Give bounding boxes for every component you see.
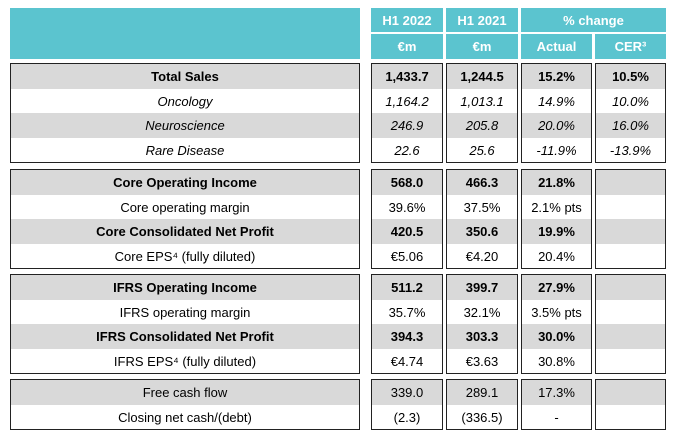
row-value-v2021: 1,244.5 [447, 64, 517, 89]
row-value-cer [596, 244, 665, 268]
section-3-column-cer [595, 274, 666, 374]
section-4-column-cer [595, 379, 666, 430]
row-label: Total Sales [11, 64, 359, 89]
row-value-v2022: 1,433.7 [372, 64, 442, 89]
row-value-actual: 17.3% [522, 380, 591, 405]
row-value-actual: - [522, 405, 591, 429]
row-value-v2021: 32.1% [447, 300, 517, 324]
row-value-v2021: 1,013.1 [447, 89, 517, 113]
row-value-cer [596, 380, 665, 405]
row-value-v2022: 394.3 [372, 324, 442, 349]
row-label: IFRS EPS⁴ (fully diluted) [11, 349, 359, 373]
row-value-cer [596, 300, 665, 324]
row-value-actual: 30.0% [522, 324, 591, 349]
row-label: Core Consolidated Net Profit [11, 219, 359, 244]
row-value-v2021: 466.3 [447, 170, 517, 195]
row-value-v2021: €3.63 [447, 349, 517, 373]
row-value-actual: 14.9% [522, 89, 591, 113]
row-value-cer [596, 170, 665, 195]
row-value-actual: 3.5% pts [522, 300, 591, 324]
row-value-cer [596, 324, 665, 349]
row-value-v2021: €4.20 [447, 244, 517, 268]
header-blank-cell [10, 8, 360, 59]
row-value-actual: 20.4% [522, 244, 591, 268]
section-1-column-v2022: 1,433.7 1,164.2 246.9 22.6 [371, 63, 443, 163]
row-value-v2022: 511.2 [372, 275, 442, 300]
row-value-actual: 15.2% [522, 64, 591, 89]
header-actual: Actual [521, 34, 592, 59]
section-1-column-actual: 15.2% 14.9% 20.0% -11.9% [521, 63, 592, 163]
row-value-cer [596, 195, 665, 219]
row-value-v2022: 22.6 [372, 138, 442, 162]
row-value-actual: 2.1% pts [522, 195, 591, 219]
section-3-column-v2022: 511.2 35.7% 394.3 €4.74 [371, 274, 443, 374]
row-value-actual: 19.9% [522, 219, 591, 244]
section-2-column-v2022: 568.0 39.6% 420.5 €5.06 [371, 169, 443, 269]
row-label: Oncology [11, 89, 359, 113]
row-value-cer: 16.0% [596, 113, 665, 138]
row-value-v2021: (336.5) [447, 405, 517, 429]
header-unit-2021: €m [446, 34, 518, 59]
section-4-column-v2022: 339.0 (2.3) [371, 379, 443, 430]
row-value-cer [596, 405, 665, 429]
row-value-actual: -11.9% [522, 138, 591, 162]
row-value-v2022: 568.0 [372, 170, 442, 195]
row-value-actual: 21.8% [522, 170, 591, 195]
section-3-column-v2021: 399.7 32.1% 303.3 €3.63 [446, 274, 518, 374]
row-label: Free cash flow [11, 380, 359, 405]
row-value-cer: 10.5% [596, 64, 665, 89]
row-label: Core operating margin [11, 195, 359, 219]
row-value-cer: 10.0% [596, 89, 665, 113]
header-h1-2022: H1 2022 [371, 8, 443, 32]
row-value-actual: 27.9% [522, 275, 591, 300]
row-value-v2022: 1,164.2 [372, 89, 442, 113]
row-value-v2021: 289.1 [447, 380, 517, 405]
section-4-column-actual: 17.3% - [521, 379, 592, 430]
row-value-cer: -13.9% [596, 138, 665, 162]
section-2-column-cer [595, 169, 666, 269]
row-value-cer [596, 219, 665, 244]
row-value-v2022: 35.7% [372, 300, 442, 324]
row-value-actual: 30.8% [522, 349, 591, 373]
row-value-v2021: 399.7 [447, 275, 517, 300]
row-value-v2022: 246.9 [372, 113, 442, 138]
section-1-column-v2021: 1,244.5 1,013.1 205.8 25.6 [446, 63, 518, 163]
row-label: Rare Disease [11, 138, 359, 162]
row-value-v2021: 303.3 [447, 324, 517, 349]
section-1-column-label: Total Sales Oncology Neuroscience Rare Dise… [10, 63, 360, 163]
row-value-v2022: (2.3) [372, 405, 442, 429]
row-label: IFRS Operating Income [11, 275, 359, 300]
row-label: IFRS operating margin [11, 300, 359, 324]
section-3-column-actual: 27.9% 3.5% pts 30.0% 30.8% [521, 274, 592, 374]
header-unit-2022: €m [371, 34, 443, 59]
header-h1-2021: H1 2021 [446, 8, 518, 32]
row-value-v2021: 350.6 [447, 219, 517, 244]
section-2-column-label: Core Operating Income Core operating marg… [10, 169, 360, 269]
section-4-column-v2021: 289.1 (336.5) [446, 379, 518, 430]
section-3-column-label: IFRS Operating Income IFRS operating marg… [10, 274, 360, 374]
row-value-actual: 20.0% [522, 113, 591, 138]
section-2-column-v2021: 466.3 37.5% 350.6 €4.20 [446, 169, 518, 269]
row-value-v2021: 37.5% [447, 195, 517, 219]
row-value-cer [596, 349, 665, 373]
row-value-v2021: 25.6 [447, 138, 517, 162]
section-4-column-label: Free cash flow Closing net cash/(debt) [10, 379, 360, 430]
row-label: Core EPS⁴ (fully diluted) [11, 244, 359, 268]
row-value-v2022: 39.6% [372, 195, 442, 219]
row-value-v2022: 420.5 [372, 219, 442, 244]
row-value-v2021: 205.8 [447, 113, 517, 138]
row-label: IFRS Consolidated Net Profit [11, 324, 359, 349]
section-2-column-actual: 21.8% 2.1% pts 19.9% 20.4% [521, 169, 592, 269]
row-value-v2022: €4.74 [372, 349, 442, 373]
row-label: Neuroscience [11, 113, 359, 138]
row-label: Closing net cash/(debt) [11, 405, 359, 429]
row-label: Core Operating Income [11, 170, 359, 195]
row-value-v2022: 339.0 [372, 380, 442, 405]
row-value-v2022: €5.06 [372, 244, 442, 268]
header-pct-change: % change [521, 8, 666, 32]
header-cer: CER³ [595, 34, 666, 59]
section-1-column-cer: 10.5% 10.0% 16.0% -13.9% [595, 63, 666, 163]
row-value-cer [596, 275, 665, 300]
